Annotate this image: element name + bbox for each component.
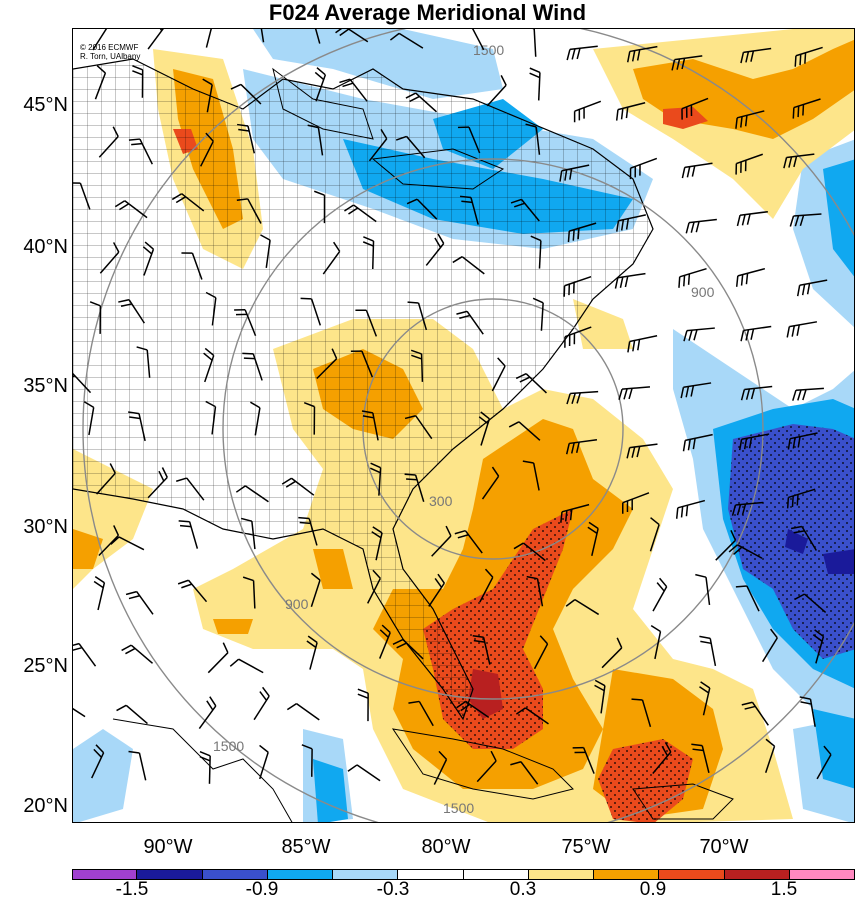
lon-label-80: 80°W [406, 836, 486, 859]
wind-barb-flag [736, 586, 747, 587]
map-canvas: 300 900 900 1500 1500 1500 [73, 29, 855, 823]
lon-label-90: 90°W [128, 836, 208, 859]
colorbar-tick-1: -1.5 [102, 879, 162, 901]
lat-label-20: 20°N [0, 795, 68, 818]
wind-barb-flag [689, 274, 690, 285]
map-panel: 300 900 900 1500 1500 1500 [72, 28, 855, 823]
wind-barb-flag [578, 228, 579, 239]
colorbar-tick-2: -0.9 [232, 879, 292, 901]
wind-barb-flag [805, 53, 806, 64]
credit-text: © 2016 ECMWF R. Torn, UAlbany [80, 43, 140, 61]
wind-barb [422, 354, 423, 382]
lat-label-30: 30°N [0, 516, 68, 539]
colorbar-tick-5: 0.9 [623, 879, 683, 901]
wind-barb-flag [406, 479, 417, 480]
wind-barb-flag [179, 521, 190, 522]
lon-label-70: 70°W [684, 836, 764, 859]
wind-barb-flag [679, 277, 680, 288]
lon-label-75: 75°W [546, 836, 626, 859]
colorbar-tick-6: 1.5 [754, 879, 814, 901]
wind-barb-flag [792, 496, 793, 507]
map-title: F024 Average Meridional Wind [0, 0, 855, 26]
wind-barb-flag [684, 275, 685, 286]
wind-barb-flag [300, 522, 311, 523]
lat-label-40: 40°N [0, 236, 68, 259]
colorbar-frame [72, 869, 855, 880]
wind-barb-flag [632, 699, 643, 700]
ring-label-900-east: 900 [691, 284, 715, 300]
wind-barb-flag [129, 139, 140, 140]
wind-barb-flag [793, 108, 794, 119]
ring-label-1500-south: 1500 [443, 800, 474, 816]
wind-barb-flag [795, 56, 796, 67]
wind-barb-flag [800, 54, 801, 65]
credit-line-2: R. Torn, UAlbany [80, 52, 140, 61]
colorbar-tick-4: 0.3 [493, 879, 553, 901]
wind-barb-flag [798, 106, 799, 117]
ring-label-1500: 1500 [473, 42, 504, 58]
credit-line-1: © 2016 ECMWF [80, 43, 140, 52]
ring-label-900: 900 [285, 596, 309, 612]
wind-barb-flag [803, 105, 804, 116]
wind-barb-flag [788, 497, 789, 508]
ring-label-300: 300 [429, 493, 453, 509]
wind-barb-flag [797, 494, 798, 505]
wind-barb-flag [408, 302, 419, 303]
wind-barb-flag [131, 144, 142, 145]
lat-label-25: 25°N [0, 655, 68, 678]
wind-barb-flag [180, 526, 191, 527]
wind-barb-flag [568, 231, 569, 242]
wind-barb-flag [573, 230, 574, 241]
colorbar-tick-3: -0.3 [363, 879, 423, 901]
ring-label-1500-sw: 1500 [213, 738, 244, 754]
lat-label-35: 35°N [0, 375, 68, 398]
wind-barb-flag [298, 518, 309, 519]
lat-label-45: 45°N [0, 94, 68, 117]
wind-barb-flag [405, 474, 416, 475]
lon-label-85: 85°W [266, 836, 346, 859]
